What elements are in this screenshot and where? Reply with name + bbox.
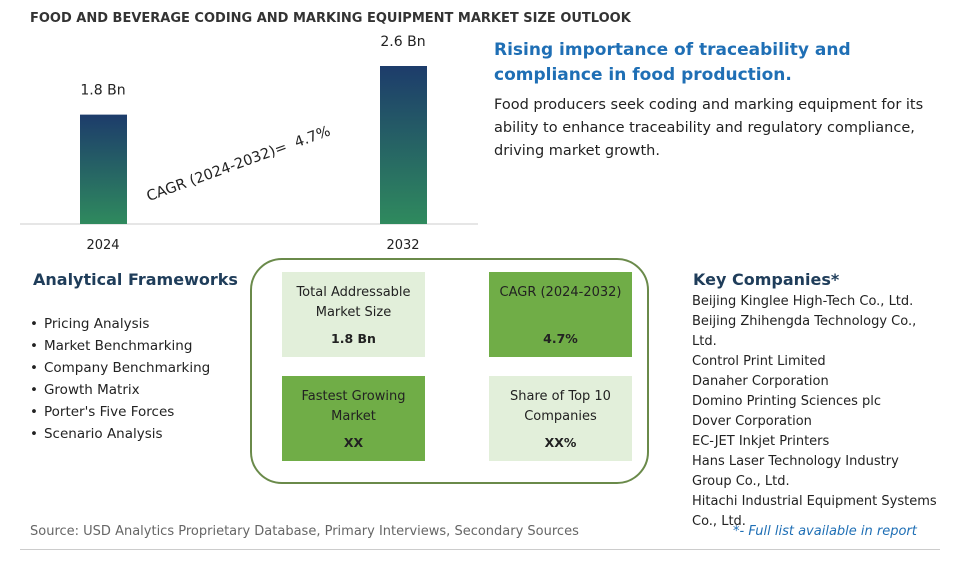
metric-value: XX — [343, 435, 364, 450]
company-item: Hitachi Industrial Equipment Systems Co.… — [692, 494, 937, 529]
company-item: Danaher Corporation — [692, 374, 829, 389]
title: FOOD AND BEVERAGE CODING AND MARKING EQU… — [30, 11, 631, 26]
company-item: Beijing Zhihengda Technology Co., Ltd. — [692, 314, 917, 349]
metric-card: CAGR (2024-2032) 4.7% — [489, 272, 632, 357]
metric-card: Share of Top 10 Companies XX% — [489, 376, 632, 461]
framework-item: Market Benchmarking — [30, 335, 210, 357]
metric-label: Share of Top 10 Companies — [510, 389, 611, 424]
metric-value: 4.7% — [543, 331, 578, 346]
company-item: Control Print Limited — [692, 354, 826, 369]
chart: CAGR (2024-2032)= 4.7% 1.8 Bn 2024 2.6 Bn 2… — [20, 34, 478, 253]
highlight-text: Food producers seek coding and marking e… — [494, 97, 924, 159]
metric-value: 1.8 Bn — [331, 331, 376, 346]
frameworks-list: Pricing AnalysisMarket BenchmarkingCompa… — [30, 313, 210, 445]
framework-item: Scenario Analysis — [30, 423, 210, 445]
framework-item: Pricing Analysis — [30, 313, 210, 335]
bar — [380, 66, 427, 224]
value-label: 2.6 Bn — [380, 34, 425, 50]
value-label: 1.8 Bn — [80, 83, 125, 99]
metric-card: Total Addressable Market Size 1.8 Bn — [282, 272, 425, 357]
company-item: Dover Corporation — [692, 414, 812, 429]
metric-value: XX% — [544, 435, 577, 450]
framework-item: Company Benchmarking — [30, 357, 210, 379]
framework-item: Porter's Five Forces — [30, 401, 210, 423]
metric-card: Fastest Growing Market XX — [282, 376, 425, 461]
companies-note: *- Full list available in report — [733, 524, 917, 539]
frameworks-title: Analytical Frameworks — [33, 270, 238, 289]
metrics-box — [250, 258, 649, 484]
bar — [80, 114, 127, 224]
company-item: EC-JET Inkjet Printers — [692, 434, 830, 449]
footer-rule — [20, 549, 940, 550]
companies-title: Key Companies* — [693, 270, 840, 289]
metric-label: Total Addressable Market Size — [296, 285, 411, 320]
x-tick-label: 2024 — [86, 238, 119, 253]
highlight-heading: Rising importance of traceability and co… — [494, 40, 851, 85]
metric-label: CAGR (2024-2032) — [499, 285, 622, 300]
x-tick-label: 2032 — [386, 238, 419, 253]
metric-label: Fastest Growing Market — [301, 389, 406, 424]
cagr-annotation: CAGR (2024-2032)= 4.7% — [145, 124, 333, 205]
company-item: Beijing Kinglee High-Tech Co., Ltd. — [692, 294, 914, 309]
companies-list: Beijing Kinglee High-Tech Co., Ltd. Beiji… — [692, 292, 942, 532]
company-item: Domino Printing Sciences plc — [692, 394, 882, 409]
framework-item: Growth Matrix — [30, 379, 210, 401]
source: Source: USD Analytics Proprietary Databa… — [30, 524, 579, 539]
company-item: Hans Laser Technology Industry Group Co.… — [692, 454, 899, 489]
